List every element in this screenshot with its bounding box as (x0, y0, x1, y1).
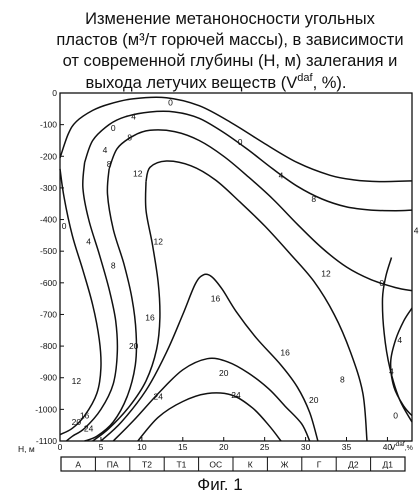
contour-labels: 0000004444444888881212121216161616202020… (62, 97, 419, 433)
grade-label-9: Д1 (383, 460, 394, 470)
x-tick-label-4: 20 (219, 442, 229, 452)
y-tick-label-1: -100 (40, 120, 57, 130)
x-tick-label-0: 0 (58, 442, 63, 452)
contour-label-4-5: 4 (397, 335, 402, 345)
x-axis-label: Vdaf,% (390, 441, 413, 452)
grade-label-5: К (248, 460, 253, 470)
x-tick-label-5: 25 (260, 442, 270, 452)
contour-label-8-0: 8 (127, 132, 132, 142)
contour-label-4-2: 4 (103, 145, 108, 155)
contour-label-24-1: 24 (231, 390, 241, 400)
grade-label-3: Т1 (176, 460, 186, 470)
figure-caption: Фиг. 1 (197, 475, 242, 494)
title-line-4-tail: , %). (313, 74, 347, 92)
contour-label-0-0: 0 (168, 97, 173, 107)
contour-label-20-0: 20 (129, 341, 139, 351)
contour-20-line-11 (113, 358, 310, 441)
contour-label-8-4: 8 (340, 374, 345, 384)
grade-label-4: ОС (209, 460, 222, 470)
title-line-1: Изменение метаноносности угольных (85, 10, 375, 28)
contour-label-16-0: 16 (145, 313, 155, 323)
contour-label-16-3: 16 (80, 411, 90, 421)
y-tick-label-4: -400 (40, 215, 57, 225)
grade-label-7: Г (317, 460, 322, 470)
grade-label-8: Д2 (348, 460, 359, 470)
y-tick-label-11: -1100 (36, 436, 57, 446)
title-line-3: от современной глубины (Н, м) залегания … (63, 52, 398, 70)
coal-grade-strip: А ПА Т2 Т1 ОС К Ж Г Д2 Д1 (61, 457, 405, 471)
contour-label-12-3: 12 (72, 376, 82, 386)
x-tick-label-6: 30 (301, 442, 311, 452)
contour-4-line-3 (85, 111, 412, 210)
contour-label-0-1: 0 (238, 137, 243, 147)
contour-label-12-1: 12 (153, 237, 163, 247)
contour-label-20-3: 20 (72, 417, 82, 427)
contour-label-0-2: 0 (111, 123, 116, 133)
title-line-4-sup: daf (297, 72, 313, 84)
grade-label-0: А (75, 460, 81, 470)
contour-label-4-6: 4 (389, 366, 394, 376)
contour-label-24-0: 24 (153, 392, 163, 402)
contour-label-4-4: 4 (414, 226, 419, 236)
contour-label-16-2: 16 (280, 347, 290, 357)
contour-label-4-1: 4 (279, 170, 284, 180)
contour-0-line-1 (60, 169, 101, 435)
contour-label-8-3: 8 (111, 260, 116, 270)
grade-label-6: Ж (281, 460, 289, 470)
contour-label-20-2: 20 (309, 395, 319, 405)
contour-0-line-0 (60, 97, 412, 181)
contour-label-24-2: 24 (84, 423, 94, 433)
contour-label-20-1: 20 (219, 368, 229, 378)
x-axis-label-unit: ,% (405, 445, 413, 452)
y-tick-label-0: 0 (52, 88, 57, 98)
y-tick-label-2: -200 (40, 151, 57, 161)
x-tick-label-1: 5 (99, 442, 104, 452)
title-line-4: выхода летучих веществ (Vdaf, %). (86, 72, 347, 92)
contour-label-12-0: 12 (133, 169, 143, 179)
contour-label-0-5: 0 (379, 278, 384, 288)
chart-title: Изменение метаноносности угольных пласто… (56, 10, 403, 92)
contour-4-line-5 (391, 308, 412, 416)
contour-label-4-3: 4 (86, 237, 91, 247)
contour-label-4-0: 4 (131, 112, 136, 122)
y-tick-label-6: -600 (40, 278, 57, 288)
contour-label-8-2: 8 (107, 159, 112, 169)
y-tick-label-7: -700 (40, 309, 57, 319)
contour-label-0-3: 0 (62, 221, 67, 231)
y-axis-label: Н, м (18, 444, 35, 454)
y-tick-label-3: -300 (40, 183, 57, 193)
y-tick-label-5: -500 (40, 246, 57, 256)
x-axis: 0510152025303540 (58, 437, 393, 452)
contour-label-12-2: 12 (321, 268, 331, 278)
contour-label-16-1: 16 (211, 294, 221, 304)
x-axis-label-sup: daf (396, 441, 405, 448)
title-line-4-main: выхода летучих веществ (V (86, 74, 298, 92)
y-tick-label-8: -800 (40, 341, 57, 351)
grade-label-1: ПА (107, 460, 119, 470)
x-tick-label-3: 15 (178, 442, 188, 452)
y-tick-label-10: -1000 (35, 404, 57, 414)
x-tick-label-7: 35 (342, 442, 352, 452)
y-tick-label-9: -900 (40, 373, 57, 383)
contour-label-8-1: 8 (311, 194, 316, 204)
title-line-2: пластов (м³/т горючей массы), в зависимо… (56, 31, 403, 49)
grade-label-2: Т2 (142, 460, 152, 470)
contour-16-line-10 (101, 274, 318, 441)
contour-label-0-4: 0 (393, 411, 398, 421)
x-tick-label-2: 10 (137, 442, 147, 452)
